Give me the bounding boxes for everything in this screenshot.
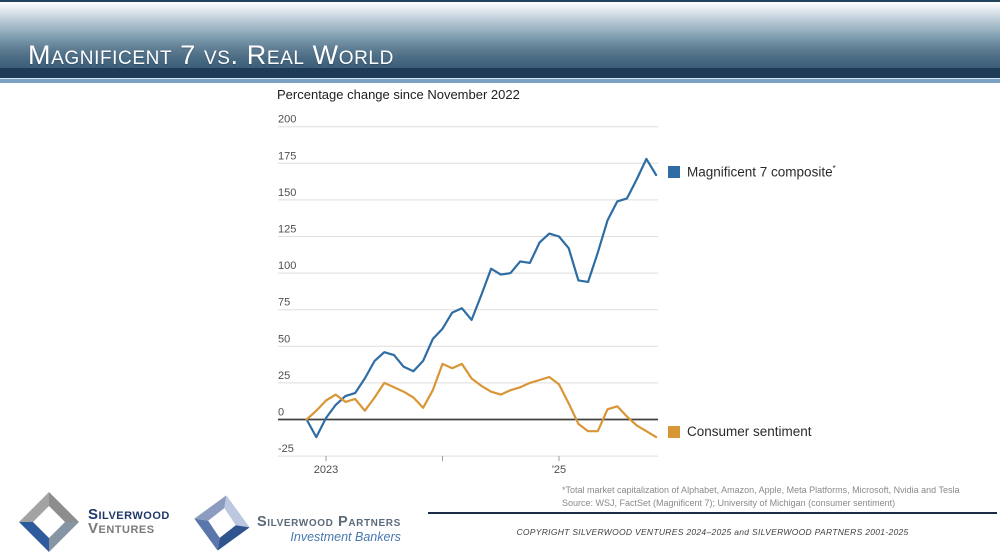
silverwood-ventures-logo: Silverwood Ventures (18, 491, 170, 553)
y-tick-label-100: 100 (278, 260, 296, 272)
header-navy-band (0, 68, 1000, 78)
ventures-logo-line1: Silverwood (88, 506, 170, 523)
partners-facet-bottom-right (217, 525, 250, 551)
y-tick-label--25: -25 (278, 443, 294, 455)
legend-magnificent-7: Magnificent 7 composite* (668, 164, 836, 180)
x-tick-label-25: '25 (552, 464, 566, 476)
silverwood-partners-logo: Silverwood Partners Investment Bankers (192, 492, 401, 554)
ventures-facet-top-right (49, 492, 79, 522)
chart-footnote: *Total market capitalization of Alphabet… (562, 484, 960, 509)
partners-diamond-icon (194, 495, 250, 551)
legend-swatch-magnificent-7 (668, 165, 680, 178)
ventures-facet-bottom-left (19, 522, 49, 552)
ventures-facet-top-left (19, 492, 49, 522)
ventures-logo-line2: Ventures (88, 520, 155, 537)
legend-swatch-consumer-sentiment (668, 425, 680, 438)
page-title: Magnificent 7 vs. Real World (28, 40, 394, 70)
legend-footnote-marker: * (832, 164, 836, 173)
partners-logo-line1: Silverwood Partners (257, 514, 401, 530)
y-tick-label-200: 200 (278, 114, 296, 126)
y-tick-label-25: 25 (278, 370, 290, 382)
legend-text-consumer-sentiment: Consumer sentiment (687, 424, 812, 439)
legend-label-consumer-sentiment: Consumer sentiment (687, 424, 812, 439)
slide-header: Magnificent 7 vs. Real World (0, 0, 1000, 84)
y-tick-label-125: 125 (278, 224, 296, 236)
ventures-facet-bottom-right (49, 522, 79, 552)
y-tick-label-150: 150 (278, 187, 296, 199)
partners-facet-bottom-left (194, 518, 220, 551)
ventures-diamond-icon (19, 492, 79, 552)
partners-facet-top-right (224, 495, 250, 528)
magnificent-7-line (305, 157, 658, 439)
legend-consumer-sentiment: Consumer sentiment (668, 424, 812, 439)
copyright-text: COPYRIGHT SILVERWOOD VENTURES 2024–2025 … (516, 527, 909, 537)
y-tick-label-175: 175 (278, 150, 296, 162)
partners-facet-top-left (194, 495, 227, 521)
header-gap-line (0, 78, 1000, 79)
header-gradient-band (0, 0, 1000, 68)
footer-divider-line (428, 512, 997, 514)
footnote-line-1: *Total market capitalization of Alphabet… (562, 485, 960, 495)
partners-logo-line2: Investment Bankers (290, 530, 401, 544)
y-tick-label-75: 75 (278, 297, 290, 309)
footnote-line-2: Source: WSJ, FactSet (Magnificent 7); Un… (562, 497, 896, 508)
ventures-logo-text: Silverwood Ventures (88, 506, 170, 553)
y-tick-label-50: 50 (278, 333, 290, 345)
legend-label-magnificent-7: Magnificent 7 composite* (687, 164, 836, 180)
partners-logo-text: Silverwood Partners Investment Bankers (257, 515, 401, 554)
legend-text-magnificent-7: Magnificent 7 composite (687, 164, 833, 180)
y-tick-label-0: 0 (278, 407, 284, 419)
header-accent-line (0, 79, 1000, 83)
chart-title: Percentage change since November 2022 (277, 87, 520, 102)
x-tick-label-2023: 2023 (314, 464, 338, 476)
consumer-sentiment-line (305, 362, 658, 439)
